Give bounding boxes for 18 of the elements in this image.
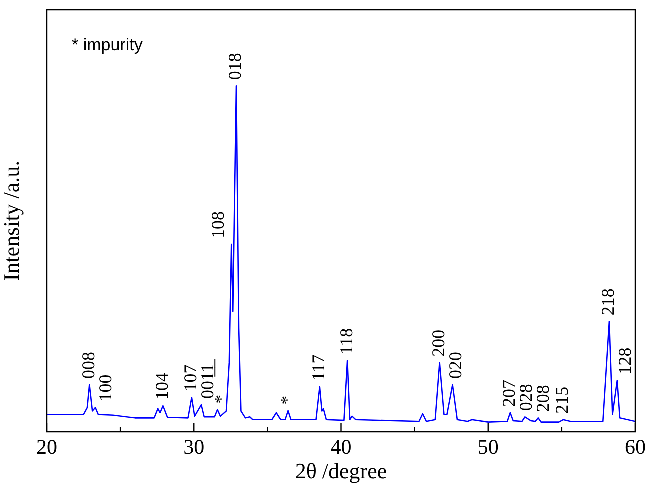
annotation: 104 — [152, 373, 172, 400]
x-tick-label: 40 — [330, 435, 352, 460]
annotation: 107 — [180, 364, 201, 392]
x-axis-title: 2θ /degree — [295, 458, 388, 484]
annotation: 128 — [615, 348, 636, 375]
x-tick-label: 20 — [36, 435, 58, 460]
annotation: 117 — [308, 354, 329, 382]
x-tick-label: 50 — [478, 435, 499, 460]
x-tick-label: 60 — [625, 435, 646, 460]
annotation: 215 — [552, 386, 572, 414]
text: * impurity — [72, 36, 144, 55]
y-axis-title: Intensity /a.u. — [0, 160, 24, 282]
x-tick-label: 30 — [184, 435, 205, 460]
annotation: 018 — [225, 53, 246, 80]
annotation: 218 — [598, 288, 618, 316]
annotation: 118 — [336, 328, 356, 355]
annotation: 108 — [208, 212, 228, 239]
annotation: * — [277, 396, 298, 405]
